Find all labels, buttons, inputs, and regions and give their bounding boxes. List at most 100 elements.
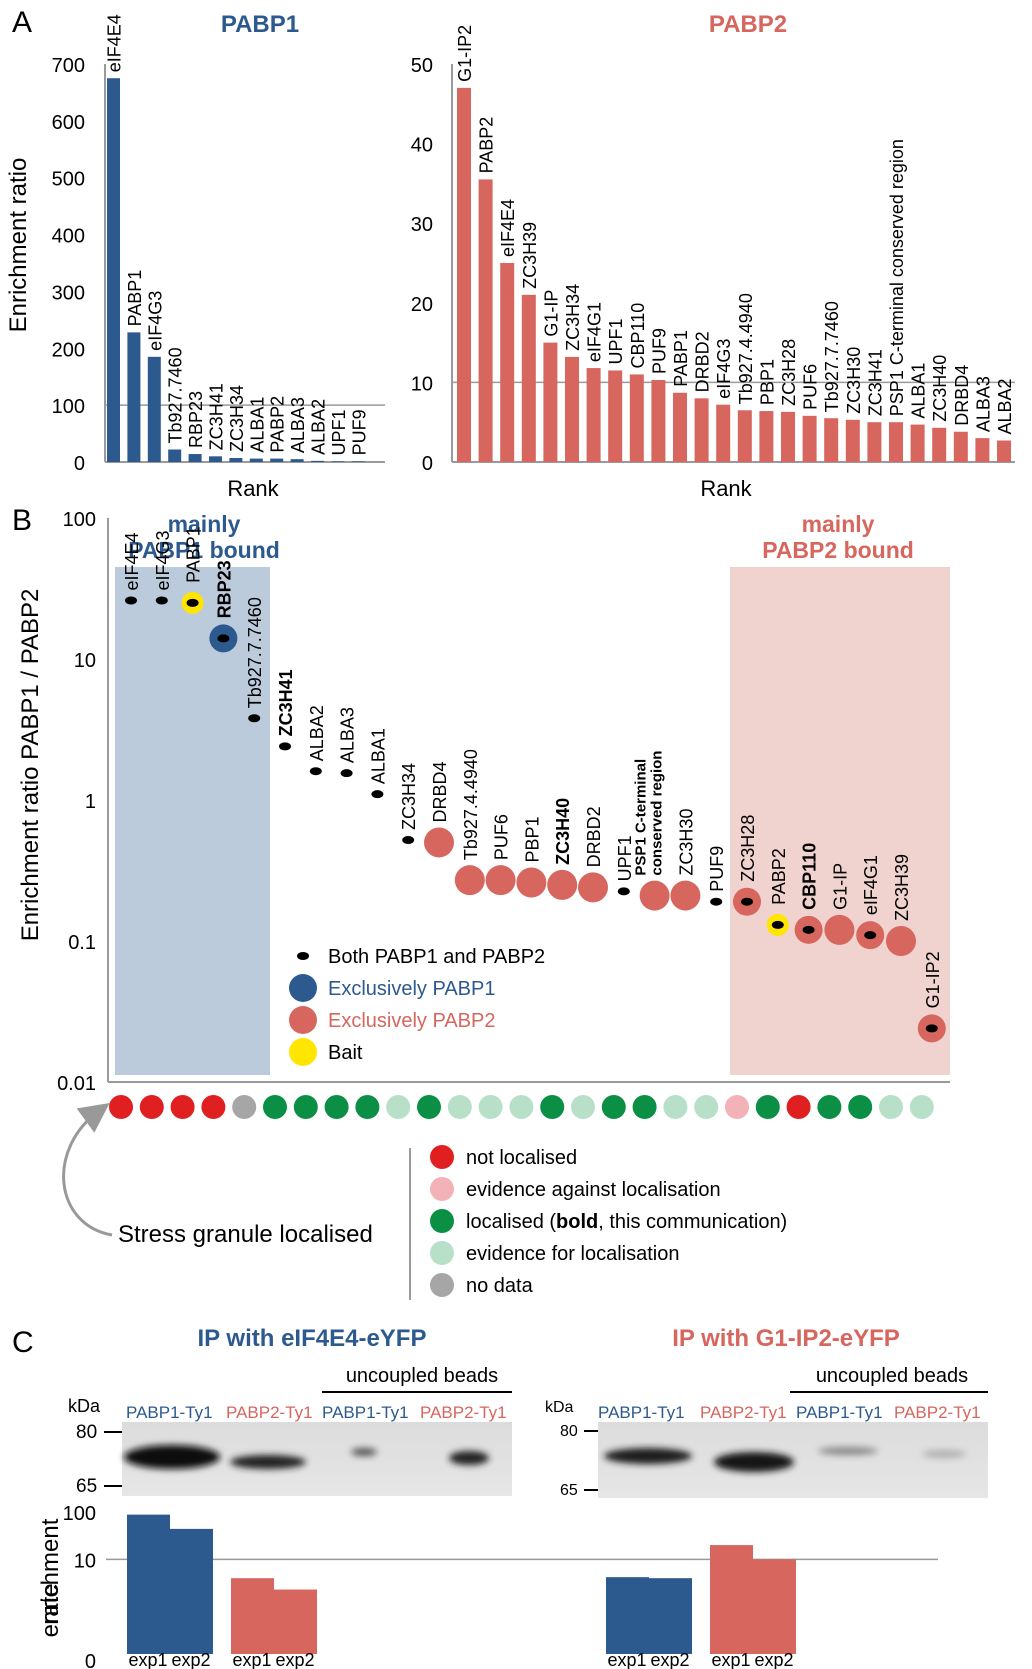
pabp2-bar-label-pabp2: PABP2 xyxy=(477,117,497,174)
enrichment-xlabel-pabp2-ty1-1-exp2: exp2 xyxy=(275,1650,314,1669)
mainly-pabp1-region xyxy=(115,567,270,1075)
pabp1-bar-label-zc3h41: ZC3H41 xyxy=(207,383,227,450)
sg-status-pabp1 xyxy=(170,1095,195,1119)
pabp1-bar-label-puf9: PUF9 xyxy=(349,409,369,455)
sg-status-alba2 xyxy=(293,1095,318,1119)
pabp1-y-tick-700: 700 xyxy=(52,55,85,77)
pabp2-bar-alba1 xyxy=(910,424,925,462)
pabp1-bar-alba1 xyxy=(249,458,263,462)
pabp1-bar-tb927-7460 xyxy=(168,449,182,462)
pabp2-y-tick-20: 20 xyxy=(411,294,433,316)
right-lane-4: PABP2-Ty1 xyxy=(894,1403,981,1422)
point-upf1-dot xyxy=(617,887,630,896)
enrichment-xlabel-pabp1-ty1-2-exp1: exp1 xyxy=(607,1650,646,1669)
point-eif4g3-label: eIF4G3 xyxy=(153,530,173,590)
pabp2-bar-label-eif4e4: eIF4E4 xyxy=(498,199,518,257)
sg-status-zc3h30 xyxy=(663,1095,688,1119)
enrichment-bar-ip-with-eif4e4-eyfp-pabp1-ty1-exp2 xyxy=(170,1528,213,1654)
pabp2-y-tick-30: 30 xyxy=(411,214,433,236)
point-zc3h30-label: ZC3H30 xyxy=(676,809,696,876)
right-lane-2: PABP2-Ty1 xyxy=(700,1403,787,1422)
panel-b-y-axis-label: Enrichment ratio PABP1 / PABP2 xyxy=(17,589,44,942)
pabp2-bar-cbp110 xyxy=(629,374,644,462)
right-marker-80: 80 xyxy=(560,1423,578,1440)
pabp1-bar-alba3 xyxy=(290,459,304,462)
pabp1-bar-rbp23 xyxy=(188,454,202,462)
pabp1-y-tick-600: 600 xyxy=(52,112,85,134)
point-tb927-7-7460-label: Tb927.7.7460 xyxy=(245,597,265,708)
pabp2-bar-label-zc3h39: ZC3H39 xyxy=(520,222,540,289)
sg-legend-against-marker xyxy=(430,1177,454,1201)
pabp1-bar-label-alba3: ALBA3 xyxy=(288,397,308,453)
pabp2-bar-label-drbd2: DRBD2 xyxy=(693,331,713,392)
pabp2-bar-label-g1-ip2: G1-IP2 xyxy=(455,25,475,82)
pabp2-bar-label-tb927-4-4940: Tb927.4.4940 xyxy=(736,293,756,404)
panel-b-y-tick-10: 10 xyxy=(74,650,96,672)
pabp1-y-tick-300: 300 xyxy=(52,282,85,304)
enrichment-bar-ip-with-eif4e4-eyfp-pabp1-ty1-exp1 xyxy=(127,1514,170,1654)
point-g1-ip-marker xyxy=(824,914,855,945)
mainly-pabp1-label-line2: PABP1 bound xyxy=(128,537,280,563)
sg-legend-for-marker xyxy=(430,1241,454,1265)
sg-status-drbd2 xyxy=(571,1095,595,1119)
point-eif4g3-dot xyxy=(155,596,168,605)
enrichment-xlabel-pabp1-ty1-0-exp1: exp1 xyxy=(128,1650,167,1669)
legend-bait-label: Bait xyxy=(328,1042,363,1064)
point-pabp1-label: PABP1 xyxy=(184,526,204,583)
sg-arrow xyxy=(62,1102,113,1237)
pabp2-bar-puf6 xyxy=(802,415,817,462)
pabp1-bar-puf9 xyxy=(351,461,365,462)
pabp1-bar-eif4e4 xyxy=(107,78,120,462)
pabp1-bar-label-alba1: ALBA1 xyxy=(247,397,267,453)
pabp2-bar-eif4e4 xyxy=(500,263,515,462)
pabp2-chart-title: PABP2 xyxy=(709,11,787,38)
panel-a-y-axis-label: Enrichment ratio xyxy=(5,158,32,333)
right-kda-label: kDa xyxy=(545,1399,574,1416)
pabp2-bar-tb927-4-4940 xyxy=(737,410,752,462)
pabp2-bar-zc3h40 xyxy=(932,427,947,462)
point-rbp23-dot xyxy=(217,634,230,643)
point-zc3h30-marker xyxy=(670,880,701,911)
sg-status-zc3h34 xyxy=(386,1095,411,1119)
pabp2-bar-label-puf6: PUF6 xyxy=(801,364,821,410)
point-drbd4-label: DRBD4 xyxy=(430,761,450,822)
pabp1-bar-pabp2 xyxy=(270,458,284,462)
point-alba1-dot xyxy=(371,790,384,799)
point-pabp2-dot xyxy=(771,920,784,929)
pabp1-bar-zc3h41 xyxy=(209,456,222,462)
point-g1-ip-label: G1-IP xyxy=(830,863,850,910)
enrichment-xlabel-pabp1-ty1-0-exp2: exp2 xyxy=(171,1650,210,1669)
pabp1-bar-pabp1 xyxy=(127,332,141,462)
mainly-pabp1-label-line1: mainly xyxy=(168,511,241,537)
left-lane-4: PABP2-Ty1 xyxy=(420,1403,507,1422)
left-marker-80: 80 xyxy=(76,1422,97,1443)
panel-a-letter: A xyxy=(12,6,32,39)
right-lane-3: PABP1-Ty1 xyxy=(796,1403,883,1422)
point-alba3-dot xyxy=(340,769,353,778)
sg-status-eif4g1 xyxy=(848,1095,873,1119)
sg-status-alba1 xyxy=(355,1095,380,1119)
pabp2-y-tick-50: 50 xyxy=(411,55,433,77)
sg-status-zc3h40 xyxy=(540,1095,565,1119)
pabp2-bar-label-drbd4: DRBD4 xyxy=(952,365,972,426)
point-puf6-marker xyxy=(485,865,516,896)
point-drbd2-marker xyxy=(578,872,608,903)
sg-status-zc3h28 xyxy=(725,1095,749,1119)
point-tb927-4-4940-label: Tb927.4.4940 xyxy=(461,749,481,860)
sg-status-tb927-7-7460 xyxy=(232,1095,257,1119)
pabp2-bar-label-zc3h28: ZC3H28 xyxy=(779,339,799,406)
legend-pabp2-marker xyxy=(289,1006,317,1034)
sg-status-zc3h41 xyxy=(263,1095,287,1119)
sg-legend-not-label: not localised xyxy=(466,1147,577,1169)
enrichment-bar-ip-with-eif4e4-eyfp-pabp2-ty1-exp2 xyxy=(274,1589,317,1654)
left-lane-2: PABP2-Ty1 xyxy=(226,1403,313,1422)
point-zc3h34-label: ZC3H34 xyxy=(399,763,419,830)
point-zc3h41-dot xyxy=(279,742,291,751)
enrichment-rate-label-line1: enrichment xyxy=(37,1518,64,1637)
pabp2-x-axis-label: Rank xyxy=(700,476,752,501)
pabp2-bar-g1-ip2 xyxy=(457,87,471,462)
pabp2-bar-label-psp1-c-terminal-conserved-region: PSP1 C-terminal conserved region xyxy=(887,139,907,416)
sg-status-cbp110 xyxy=(786,1095,811,1119)
panel-b-y-tick-1: 1 xyxy=(85,791,96,813)
point-alba2-dot xyxy=(309,767,322,776)
